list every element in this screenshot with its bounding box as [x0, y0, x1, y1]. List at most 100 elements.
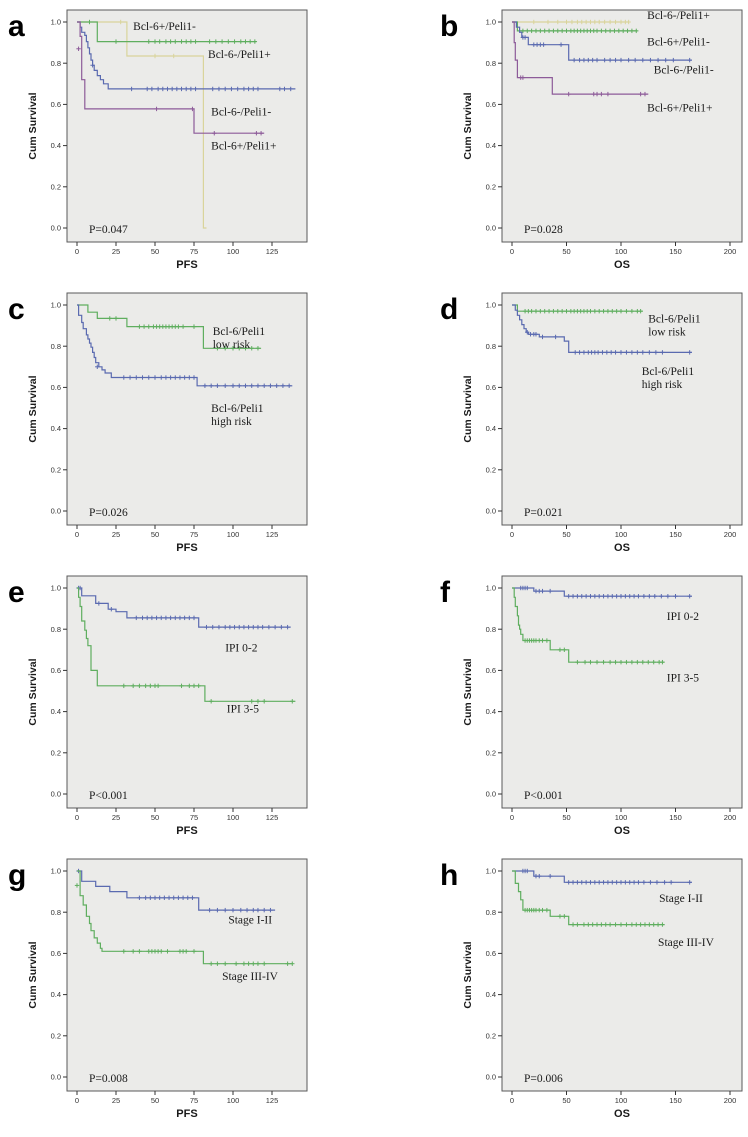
curve-label: Bcl-6-/Peli1- [654, 64, 714, 76]
svg-text:25: 25 [112, 247, 120, 256]
svg-text:1.0: 1.0 [486, 584, 496, 593]
svg-text:75: 75 [190, 247, 198, 256]
censor-marks-bcl-6-peli1 [520, 28, 639, 34]
censor-marks-bcl-6-peli1 [118, 19, 176, 59]
svg-text:75: 75 [190, 813, 198, 822]
svg-text:25: 25 [112, 1096, 120, 1105]
svg-text:1.0: 1.0 [486, 301, 496, 310]
panel-letter: f [440, 576, 451, 609]
curve-label: IPI 3-5 [667, 673, 700, 685]
x-axis-ticks: 0 50 100 150 200 [510, 808, 736, 822]
svg-text:100: 100 [615, 530, 628, 539]
svg-text:200: 200 [724, 1096, 737, 1105]
survival-curve-bcl-6-peli1-high-risk [77, 304, 293, 387]
y-axis-label: Cum Survival [27, 92, 39, 159]
censor-marks-bcl-6-peli1 [90, 63, 293, 92]
x-axis-label: PFS [176, 1108, 197, 1120]
curve-label: Bcl-6+/Peli1+ [647, 102, 712, 114]
plot-area [66, 9, 308, 243]
censor-marks-bcl-6-peli1 [76, 46, 264, 136]
x-axis-ticks: 0 25 50 75 100 125 [75, 242, 278, 256]
svg-text:0.2: 0.2 [51, 748, 61, 757]
y-axis-ticks: 0.0 0.2 0.4 0.6 0.8 1.0 [51, 18, 67, 233]
svg-text:100: 100 [615, 813, 628, 822]
y-axis-label: Cum Survival [27, 658, 39, 725]
p-value-label: P<0.001 [89, 790, 128, 802]
svg-text:0.8: 0.8 [486, 625, 496, 634]
censor-marks-bcl-6-peli1-low-risk [107, 316, 261, 351]
panel-letter: c [8, 293, 25, 326]
censor-marks-bcl-6-peli1 [87, 19, 258, 44]
svg-text:0.8: 0.8 [51, 59, 61, 68]
svg-text:50: 50 [151, 247, 159, 256]
svg-text:0: 0 [510, 247, 514, 256]
x-axis-label: PFS [176, 542, 197, 554]
curve-label: Bcl-6+/Peli1+ [211, 141, 276, 153]
svg-text:100: 100 [227, 1096, 240, 1105]
panel-b-chart: 0 50 100 150 200 0.0 0.2 0.4 0.6 0.8 1.0 OS Cum Surv… [440, 9, 743, 271]
survival-curve-bcl-6-peli1 [512, 21, 692, 61]
survival-curve-bcl-6-peli1-high-risk [512, 304, 692, 353]
svg-text:0.6: 0.6 [51, 666, 61, 675]
y-axis-ticks: 0.0 0.2 0.4 0.6 0.8 1.0 [486, 301, 502, 516]
svg-text:100: 100 [227, 813, 240, 822]
x-axis-ticks: 0 50 100 150 200 [510, 1091, 736, 1105]
svg-text:Stage III-IV: Stage III-IV [222, 971, 279, 983]
x-axis-label: OS [614, 542, 630, 554]
x-axis-label: PFS [176, 259, 197, 271]
svg-text:0.2: 0.2 [486, 748, 496, 757]
curve-label: Bcl-6+/Peli1- [133, 21, 196, 33]
svg-text:Bcl-6+/Peli1-: Bcl-6+/Peli1- [647, 37, 710, 49]
svg-text:Bcl-6/Peli1: Bcl-6/Peli1 [211, 403, 264, 415]
p-value-label: P=0.028 [524, 224, 563, 236]
censor-marks-stage-iii-iv [74, 883, 295, 966]
p-value-label: P=0.008 [89, 1073, 128, 1085]
svg-text:0.8: 0.8 [51, 342, 61, 351]
svg-text:0.4: 0.4 [486, 990, 496, 999]
y-axis-label: Cum Survival [27, 375, 39, 442]
panel-c-chart: 0 25 50 75 100 125 0.0 0.2 0.4 0.6 0.8 1.0 PFS Cum Su… [8, 292, 308, 554]
svg-text:0.8: 0.8 [486, 59, 496, 68]
svg-text:high risk: high risk [642, 379, 683, 391]
plot-area [501, 858, 743, 1092]
y-axis-ticks: 0.0 0.2 0.4 0.6 0.8 1.0 [51, 867, 67, 1082]
survival-curve-ipi-3-5 [512, 587, 665, 663]
svg-text:125: 125 [266, 247, 279, 256]
svg-text:0.6: 0.6 [51, 100, 61, 109]
svg-text:75: 75 [190, 530, 198, 539]
svg-text:high risk: high risk [211, 416, 252, 428]
svg-text:0.6: 0.6 [486, 100, 496, 109]
svg-text:50: 50 [151, 813, 159, 822]
panel-f-chart: 0 50 100 150 200 0.0 0.2 0.4 0.6 0.8 1.0 OS Cum Surv… [440, 575, 743, 837]
svg-text:0.6: 0.6 [51, 383, 61, 392]
svg-text:0.6: 0.6 [486, 949, 496, 958]
svg-text:0.8: 0.8 [486, 342, 496, 351]
svg-text:Bcl-6-/Peli1-: Bcl-6-/Peli1- [654, 64, 714, 76]
survival-curve-bcl-6-peli1-low-risk [77, 304, 262, 349]
svg-text:Bcl-6/Peli1: Bcl-6/Peli1 [642, 366, 695, 378]
panel-c: 0 25 50 75 100 125 0.0 0.2 0.4 0.6 0.8 1.0 PFS Cum Su… [0, 283, 374, 566]
svg-text:0: 0 [75, 1096, 79, 1105]
svg-text:100: 100 [227, 247, 240, 256]
svg-text:Bcl-6+/Peli1-: Bcl-6+/Peli1- [133, 21, 196, 33]
svg-text:Bcl-6-/Peli1+: Bcl-6-/Peli1+ [208, 49, 271, 61]
panel-g-chart: 0 25 50 75 100 125 0.0 0.2 0.4 0.6 0.8 1.0 PFS Cum Su… [8, 858, 308, 1120]
panel-a: 0 25 50 75 100 125 0.0 0.2 0.4 0.6 0.8 1.0 PFS Cum Su… [0, 0, 374, 283]
svg-text:0.4: 0.4 [51, 990, 61, 999]
p-value-label: P=0.047 [89, 224, 128, 236]
panel-letter: d [440, 293, 458, 326]
svg-text:0.8: 0.8 [51, 908, 61, 917]
curve-label: IPI 0-2 [225, 643, 258, 655]
svg-text:0.2: 0.2 [486, 465, 496, 474]
y-axis-ticks: 0.0 0.2 0.4 0.6 0.8 1.0 [486, 584, 502, 799]
panel-letter: a [8, 10, 25, 43]
svg-text:low risk: low risk [213, 339, 251, 351]
svg-text:150: 150 [669, 813, 682, 822]
y-axis-ticks: 0.0 0.2 0.4 0.6 0.8 1.0 [486, 867, 502, 1082]
curve-label: Bcl-6-/Peli1+ [208, 49, 271, 61]
svg-text:50: 50 [562, 530, 570, 539]
svg-text:0.4: 0.4 [51, 707, 61, 716]
survival-curve-bcl-6-peli1 [77, 21, 265, 134]
svg-text:Bcl-6-/Peli1-: Bcl-6-/Peli1- [211, 107, 271, 119]
